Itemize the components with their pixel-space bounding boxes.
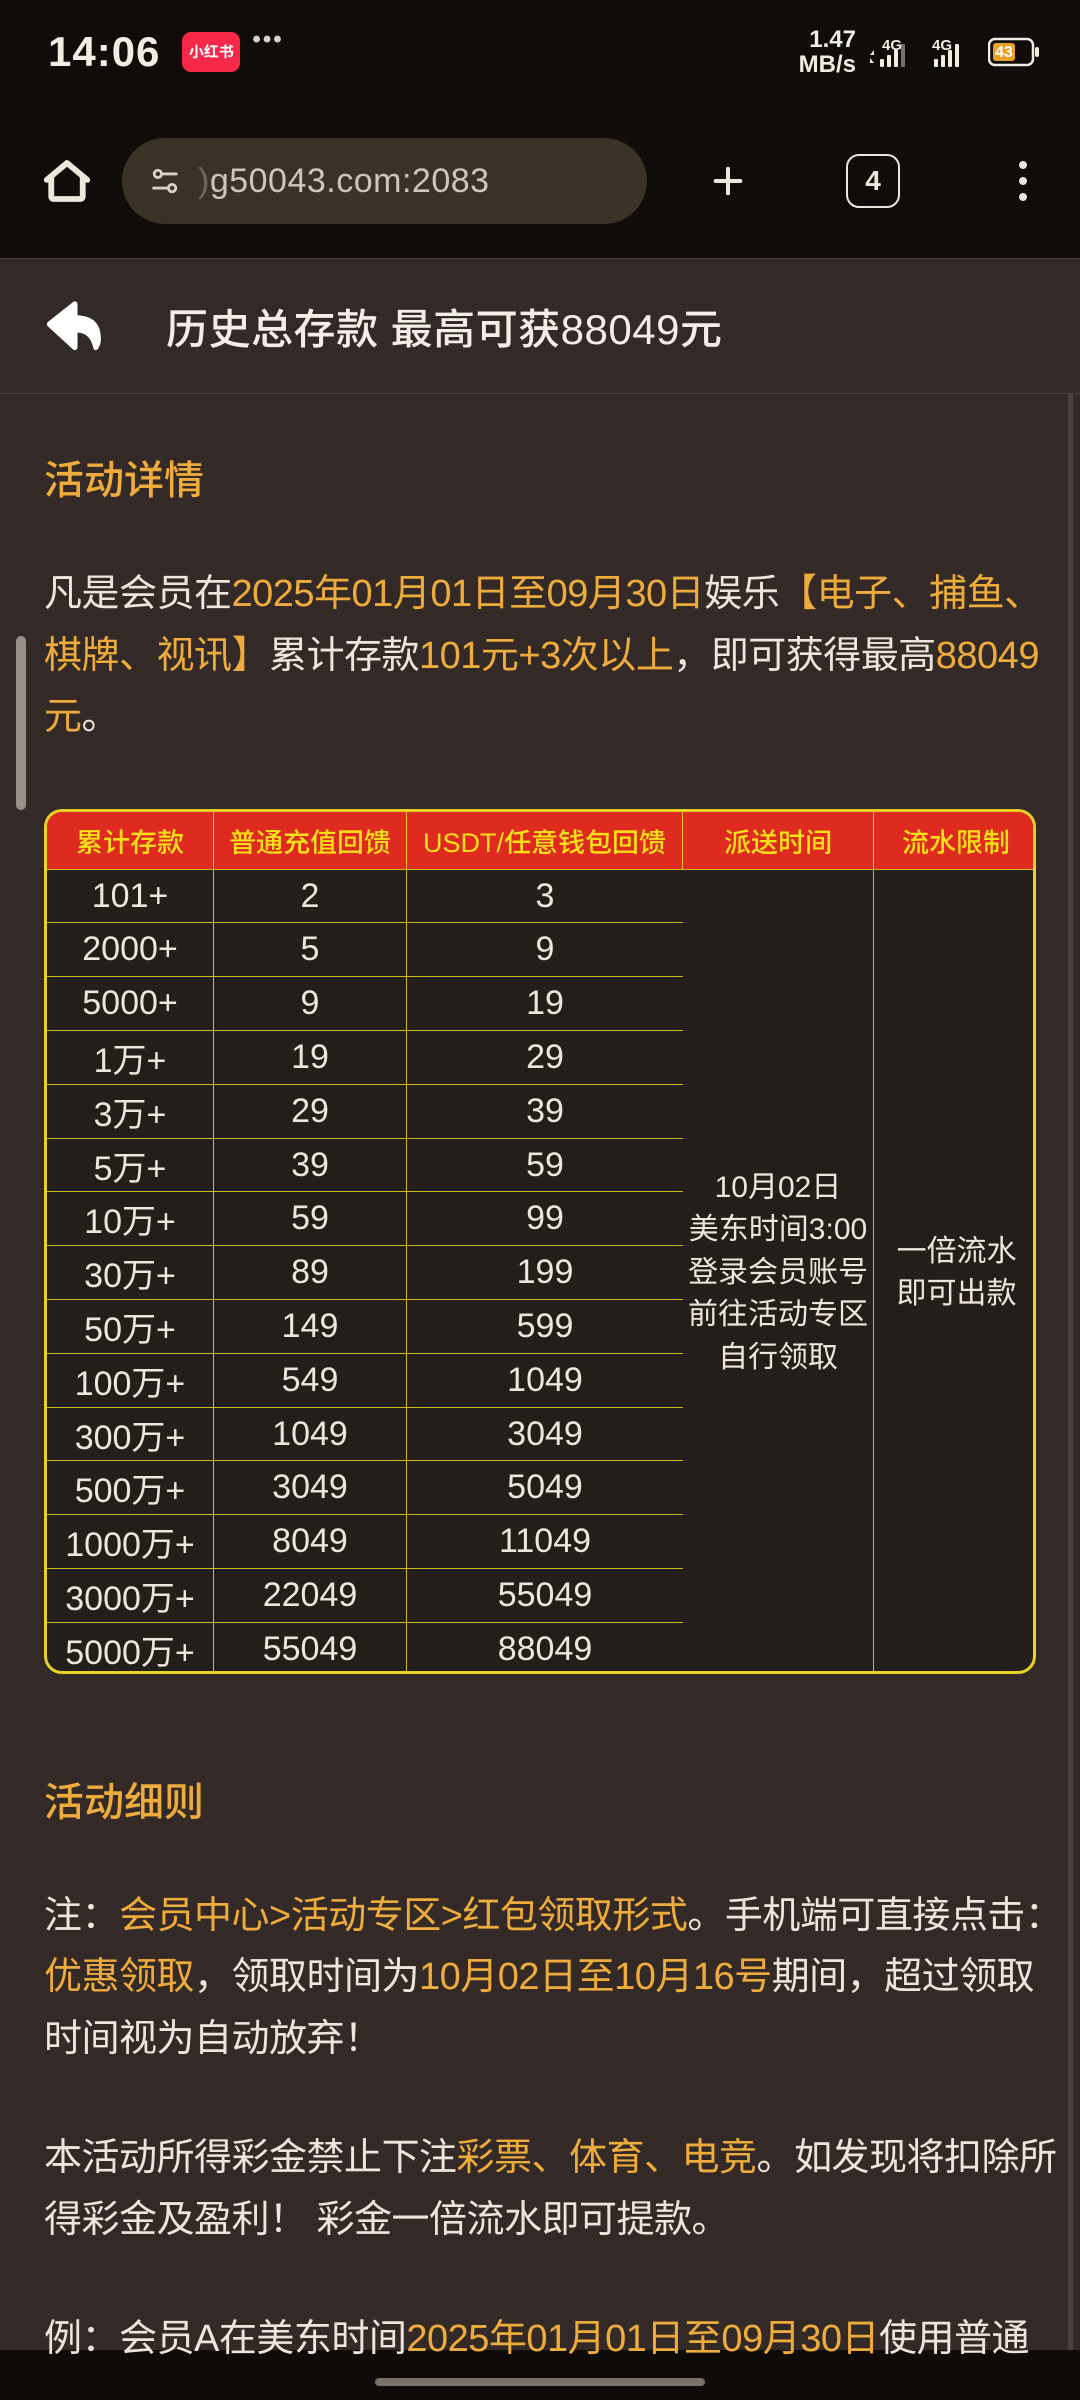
svg-text:43: 43 <box>995 44 1013 61</box>
svg-text:4G: 4G <box>882 37 902 54</box>
